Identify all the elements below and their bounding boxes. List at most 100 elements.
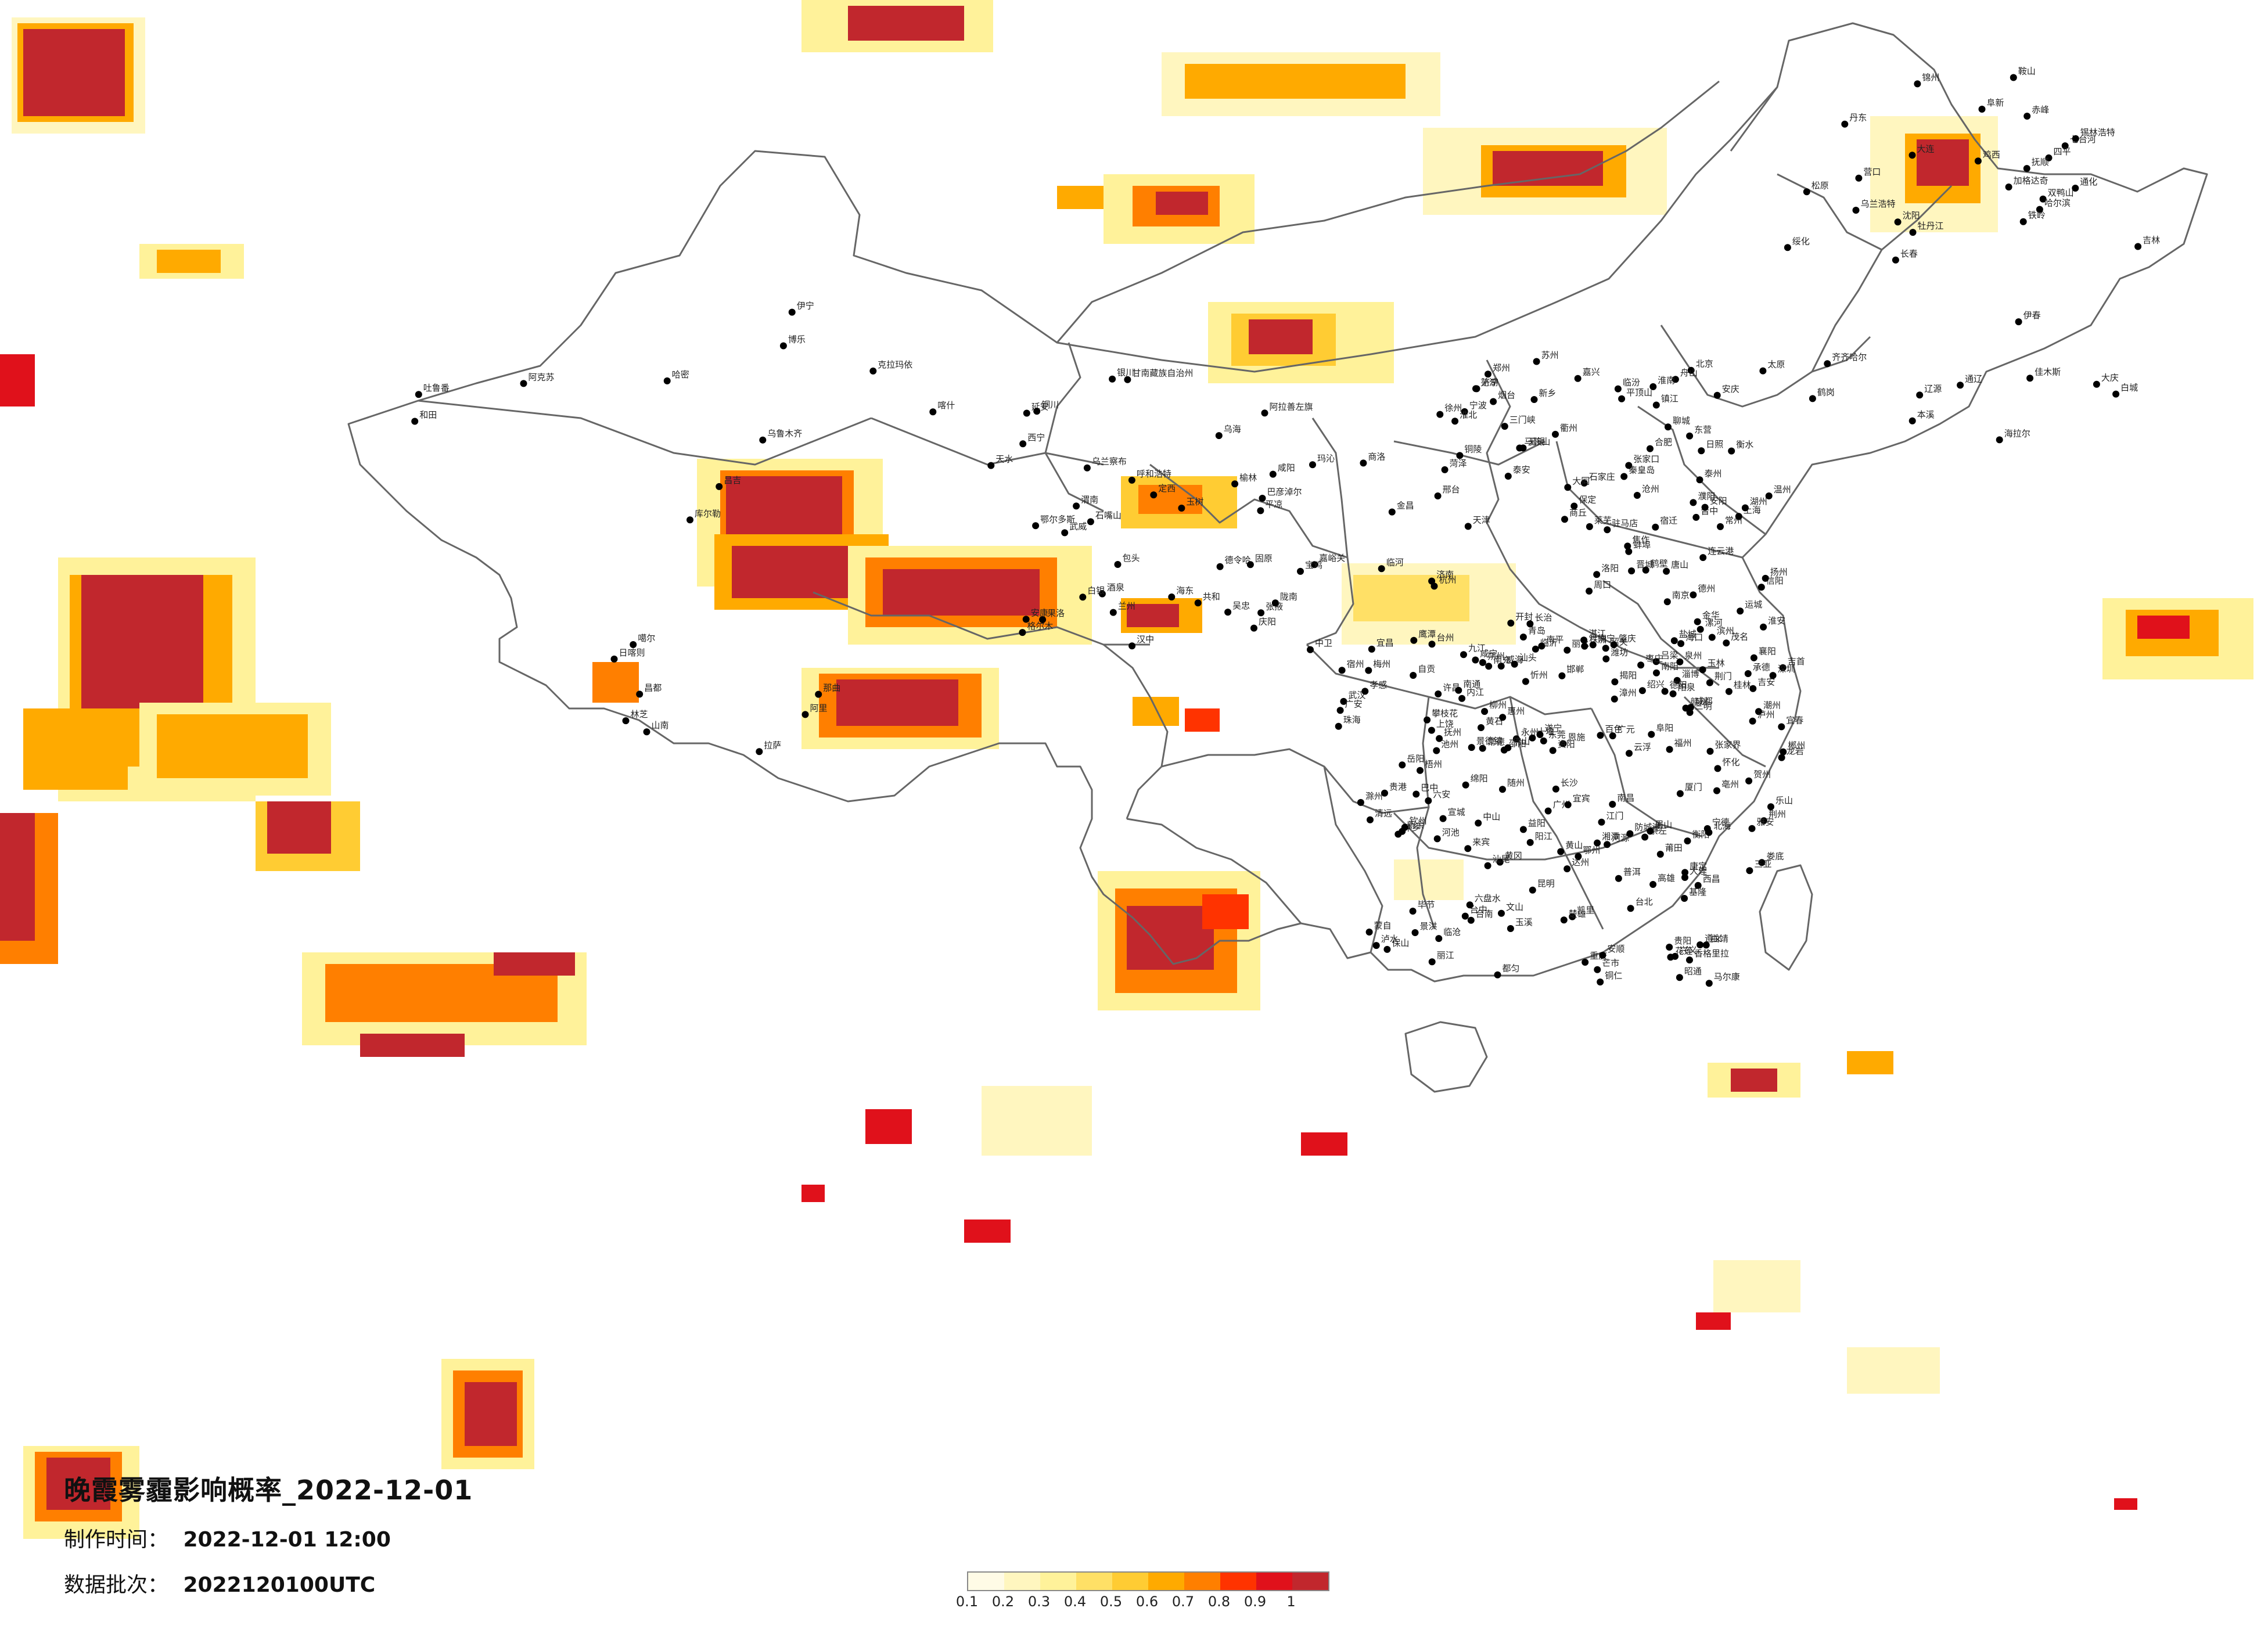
- legend-labels: 0.1 0.2 0.3 0.4 0.5 0.6 0.7 0.8 0.9 1: [956, 1593, 1327, 1613]
- city-label: 中卫: [1315, 638, 1332, 649]
- city-dot: [1594, 966, 1601, 973]
- city-dot: [1914, 80, 1921, 88]
- city-dot: [1586, 523, 1593, 530]
- city-label: 西宁: [1027, 432, 1045, 443]
- city-label: 宣城: [1448, 807, 1465, 818]
- city-label: 毕节: [1418, 900, 1435, 910]
- city-dot: [1690, 499, 1697, 506]
- city-label: 襄阳: [1759, 646, 1776, 657]
- city-label: 博乐: [788, 334, 806, 345]
- city-label: 武威: [1069, 521, 1087, 531]
- city-dot: [1507, 620, 1515, 627]
- city-label: 莱芜: [1594, 515, 1612, 526]
- city-label: 汕头: [1519, 653, 1537, 663]
- city-label: 荆州: [1769, 809, 1786, 819]
- city-dot: [630, 641, 637, 648]
- city-label: 济宁: [1482, 377, 1499, 387]
- city-dot: [1681, 895, 1688, 902]
- legend-label: 0.3: [1027, 1593, 1051, 1610]
- city-dot: [2023, 113, 2031, 120]
- city-label: 都匀: [1503, 963, 1520, 974]
- city-dot: [1696, 625, 1704, 633]
- city-dot: [1694, 618, 1701, 625]
- taiwan-outline: [1759, 864, 1813, 971]
- city-label: 孝感: [1370, 679, 1387, 690]
- city-label: 庆阳: [1259, 617, 1276, 627]
- city-dot: [1257, 609, 1265, 617]
- city-dot: [1676, 658, 1684, 665]
- city-dot: [2015, 318, 2022, 326]
- data-batch-label: 数据批次：: [64, 1573, 169, 1597]
- city-label: 营口: [1863, 167, 1881, 177]
- city-dot: [1224, 609, 1232, 616]
- city-dot: [1677, 640, 1685, 647]
- city-dot: [1563, 646, 1571, 654]
- city-dot: [1667, 954, 1674, 961]
- city-dot: [1713, 391, 1721, 399]
- city-label: 海口: [1685, 632, 1703, 642]
- city-dot: [1676, 790, 1684, 797]
- city-dot: [1560, 916, 1568, 924]
- city-label: 辽源: [1924, 383, 1942, 394]
- city-dot: [1974, 157, 1982, 165]
- city-label: 西昌: [1703, 874, 1720, 884]
- city-dot: [1748, 825, 1756, 832]
- city-dot: [1479, 659, 1486, 666]
- city-dot: [756, 748, 763, 756]
- city-label: 白银: [1087, 585, 1105, 596]
- city-label: 北京: [1696, 359, 1713, 369]
- city-label: 乐山: [1775, 795, 1793, 805]
- city-dot: [1648, 731, 1655, 738]
- city-dot: [2134, 243, 2142, 250]
- city-dot: [1231, 480, 1239, 488]
- city-dot: [1307, 646, 1314, 653]
- city-dot: [1451, 418, 1459, 425]
- city-label: 固原: [1255, 553, 1273, 563]
- city-label: 常德: [1487, 737, 1505, 747]
- city-label: 三明: [1695, 701, 1712, 711]
- city-label: 漯河: [1705, 618, 1723, 628]
- city-label: 丽江: [1437, 950, 1454, 961]
- city-label: 江门: [1606, 811, 1624, 821]
- boundary-lines: [347, 22, 2208, 1093]
- city-dot: [1594, 839, 1601, 847]
- city-dot: [1717, 523, 1724, 530]
- city-dot: [1741, 504, 1749, 512]
- city-dot: [1633, 492, 1641, 499]
- city-dot: [415, 391, 422, 398]
- city-dot: [1647, 445, 1654, 452]
- city-label: 呼和浩特: [1137, 469, 1171, 479]
- city-label: 清远: [1375, 808, 1392, 819]
- city-label: 龙岩: [1787, 746, 1804, 757]
- city-dot: [1194, 599, 1202, 607]
- city-dot: [1361, 688, 1369, 695]
- city-dot: [1526, 620, 1534, 628]
- legend-swatch: [1004, 1573, 1040, 1590]
- city-dot: [1690, 591, 1697, 599]
- city-dot: [1412, 790, 1420, 798]
- city-label: 南宁: [1598, 633, 1615, 643]
- city-dot: [1485, 370, 1491, 378]
- city-dot: [1978, 106, 1986, 113]
- city-dot: [1109, 609, 1117, 616]
- city-dot: [801, 711, 809, 718]
- city-dot: [716, 483, 723, 490]
- city-dot: [1569, 913, 1576, 920]
- city-label: 宝鸡: [1305, 560, 1322, 570]
- city-label: 果洛: [1047, 608, 1065, 618]
- legend-label: 0.4: [1063, 1593, 1087, 1610]
- city-label: 咸阳: [1278, 463, 1295, 473]
- city-label: 内江: [1467, 687, 1484, 697]
- city-label: 泉州: [1684, 650, 1702, 661]
- city-dot: [1544, 807, 1552, 815]
- city-dot: [1558, 672, 1566, 679]
- city-label: 和田: [419, 410, 437, 420]
- city-label: 舟山: [1680, 368, 1698, 378]
- city-label: 格尔木: [1027, 621, 1053, 631]
- city-label: 兴义: [1680, 945, 1697, 955]
- city-dot: [1598, 818, 1605, 826]
- city-dot: [2026, 375, 2034, 382]
- city-dot: [2023, 165, 2030, 172]
- city-label: 景德镇: [1476, 736, 1503, 746]
- city-dot: [2036, 206, 2043, 213]
